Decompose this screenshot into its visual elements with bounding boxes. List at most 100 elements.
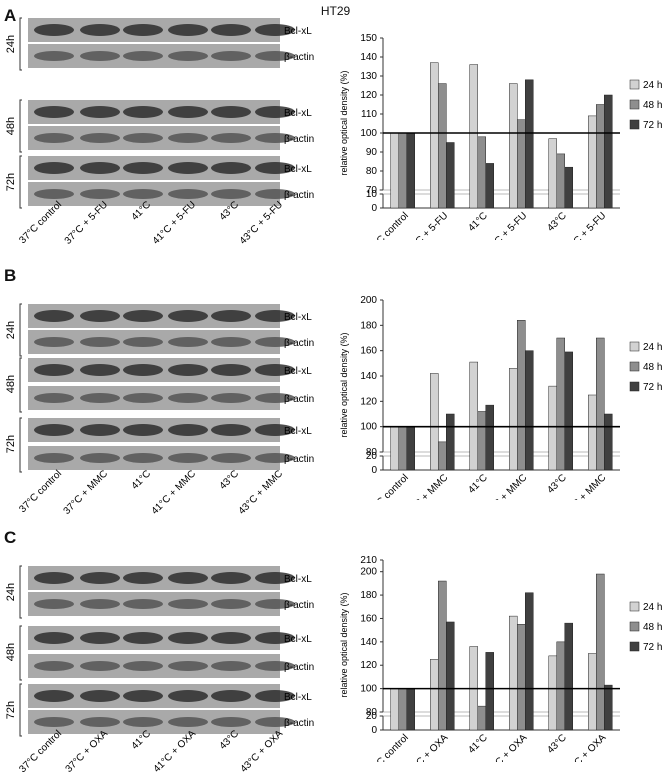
x-tick-label: 37°C control: [364, 732, 411, 762]
bar-48h: [438, 580, 447, 731]
bar-48h: [517, 624, 526, 731]
blot-band: [255, 133, 295, 143]
blot-band: [80, 632, 120, 644]
group-bracket: [19, 99, 22, 153]
blot-band: [211, 424, 251, 436]
bar-48h: [398, 688, 407, 731]
group-bracket: [19, 417, 22, 473]
blot-band: [255, 393, 295, 403]
axis-break: [379, 452, 620, 456]
blot-band: [80, 310, 120, 322]
blot-band: [211, 310, 251, 322]
y-tick-label: 160: [360, 613, 377, 624]
lane-label: 37°C + 5-FU: [63, 199, 110, 246]
y-tick-label: 0: [371, 203, 377, 214]
blot-band: [34, 51, 74, 61]
y-tick-label: 150: [360, 33, 377, 44]
y-axis-label: relative optical density (%): [339, 70, 349, 175]
y-tick-label: 120: [360, 90, 377, 101]
blot-band: [123, 51, 163, 61]
blot-band: [255, 106, 295, 118]
y-tick-label: 140: [360, 371, 377, 382]
blot-band: [211, 717, 251, 727]
bar-72h: [564, 351, 573, 471]
western-blot-panel-b: 24h Bcl-xL β-actin 48h Bcl-xL β-actin 72h Bcl-x…: [0, 262, 330, 524]
blot-band: [211, 162, 251, 174]
blot-band: [34, 424, 74, 436]
bar-48h: [596, 573, 605, 731]
x-tick-label: 43°C + 5-FU: [561, 210, 608, 240]
bar-72h: [604, 94, 613, 209]
band-label: β-actin: [284, 52, 314, 63]
bar-24h: [509, 83, 518, 209]
y-axis-label: relative optical density (%): [339, 592, 349, 697]
blot-band: [211, 364, 251, 376]
blot-band: [211, 51, 251, 61]
y-tick-label: 120: [360, 396, 377, 407]
blot-image-a: 24h Bcl-xL β-actin 48h Bcl-xL β-actin 72h Bcl-x…: [5, 17, 314, 247]
band-label: Bcl-xL: [284, 108, 312, 119]
bar-48h: [556, 153, 565, 209]
legend-label: 24 h: [643, 602, 662, 613]
legend-swatch: [629, 381, 640, 392]
blot-band: [211, 632, 251, 644]
y-tick-label: 140: [360, 637, 377, 648]
blot-band: [123, 24, 163, 36]
lane-label: 37°C + OXA: [64, 728, 111, 775]
legend-label: 72 h: [643, 382, 662, 393]
legend-label: 48 h: [643, 622, 662, 633]
blot-band: [168, 572, 208, 584]
band-label: Bcl-xL: [284, 366, 312, 377]
y-tick-label: 0: [371, 725, 377, 736]
bar-48h: [477, 705, 486, 731]
x-tick-label: 41°C + MMC: [481, 472, 530, 500]
blot-band: [255, 599, 295, 609]
blot-band: [123, 337, 163, 347]
blot-band: [255, 24, 295, 36]
band-label: Bcl-xL: [284, 574, 312, 585]
y-tick-label: 160: [360, 346, 377, 357]
blot-band: [255, 51, 295, 61]
lane-label: 41°C + OXA: [152, 728, 199, 775]
band-label: β-actin: [284, 718, 314, 729]
blot-band: [168, 51, 208, 61]
group-bracket: [19, 155, 22, 209]
bar-24h: [588, 653, 597, 731]
bar-24h: [430, 373, 439, 471]
blot-band: [34, 599, 74, 609]
blot-band: [255, 310, 295, 322]
blot-band: [80, 189, 120, 199]
blot-band: [34, 632, 74, 644]
blot-band: [255, 717, 295, 727]
bar-24h: [430, 659, 439, 731]
group-bracket: [19, 17, 22, 71]
blot-band: [168, 393, 208, 403]
bar-48h: [438, 83, 447, 209]
timepoint-label: 24h: [5, 583, 17, 601]
blot-band: [255, 632, 295, 644]
bar-48h: [438, 441, 447, 471]
legend-swatch: [629, 621, 640, 632]
x-tick-label: 41°C: [466, 210, 490, 234]
panel-letter-a: A: [4, 6, 17, 25]
blot-band: [80, 337, 120, 347]
blot-band: [80, 162, 120, 174]
figure-title: HT29: [320, 4, 351, 18]
blot-band: [80, 106, 120, 118]
y-tick-label: 210: [360, 555, 377, 566]
lane-label: 41°C + MMC: [150, 468, 199, 517]
blot-band: [255, 572, 295, 584]
x-tick-label: 43°C: [545, 210, 569, 234]
blot-band: [168, 24, 208, 36]
blot-band: [255, 162, 295, 174]
bar-72h: [446, 142, 455, 209]
lane-label: 41°C + 5-FU: [151, 199, 198, 246]
blot-band: [168, 337, 208, 347]
band-label: Bcl-xL: [284, 634, 312, 645]
blot-band: [34, 453, 74, 463]
band-label: Bcl-xL: [284, 426, 312, 437]
blot-band: [211, 599, 251, 609]
blot-band: [123, 424, 163, 436]
x-tick-label: 37°C + 5-FU: [403, 210, 450, 240]
panel-letter-b: B: [4, 266, 17, 285]
